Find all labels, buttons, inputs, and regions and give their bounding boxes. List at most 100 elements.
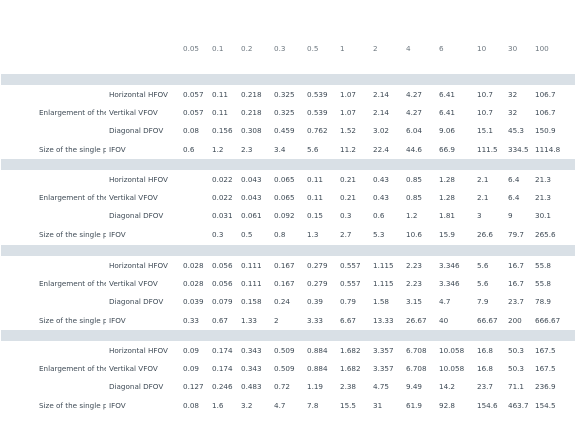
value-cell: 4.27 [403,103,437,122]
value-cell: 61.9 [403,396,437,415]
value-cell: 0.557 [337,256,371,275]
value-cell: 0.325 [271,85,305,104]
distance-value: 10 [474,24,506,74]
value-cell: 16.7 [505,274,533,293]
value-cell: 0.08 [180,121,210,141]
value-cell: 0.21 [337,188,371,207]
value-cell: 31 [370,396,404,415]
optic-header: Optic [0,0,37,74]
value-cell: 666.67 [531,311,576,330]
value-cell: 1.2 [209,140,239,159]
value-cell: 16.8 [474,341,506,360]
table-row: 30°Enlargement of the total measuring fi… [0,256,576,330]
value-cell: 0.308 [238,121,272,141]
value-cell: 1.28 [436,170,475,189]
value-cell: 7.9 [474,292,506,312]
distance-value: 0.5 [304,24,338,74]
value-cell: 0.279 [304,274,338,293]
table-row: Size of the single pixelIFOV0.61.22.33.4… [1,140,576,159]
value-cell: 5.6 [474,256,506,275]
table-row: 12°Enlargement of the total measuring fi… [0,170,576,245]
value-cell: 0.3 [209,225,239,245]
distance-value: 4 [403,24,437,74]
table-row: Size of the single pixelIFOV0.330.671.33… [1,311,576,330]
value-cell: 0.167 [271,256,305,275]
value-cell: 3 [474,206,506,226]
value-cell: 0.246 [209,377,239,397]
value-cell: 0.057 [180,85,210,104]
row-label: Diagonal DFOV [106,377,181,397]
value-cell: 0.092 [271,206,305,226]
value-cell: 0.79 [337,292,371,312]
group-spacer [0,244,576,257]
value-cell: 32 [505,85,533,104]
value-cell: 3.346 [436,274,475,293]
value-cell: 0.043 [238,170,272,189]
value-cell: 2.14 [370,103,404,122]
row-label: Horizontal HFOV [106,341,181,360]
value-cell: 9.49 [403,377,437,397]
value-cell: 50.3 [505,359,533,378]
group-spacer [0,73,576,86]
value-cell: 1.682 [337,341,371,360]
row-label: Vertikal VFOV [106,188,181,207]
pixel-size-label: Size of the single pixel [36,396,107,415]
value-cell: 71.1 [505,377,533,397]
pixel-size-label: Size of the single pixel [36,311,107,330]
value-cell: 55.8 [531,274,576,293]
value-cell: 0.056 [209,274,239,293]
value-cell: 4.7 [271,396,305,415]
value-cell: 23.7 [505,292,533,312]
value-cell: 0.43 [370,170,404,189]
value-cell: 0.5 [238,225,272,245]
value-cell: 26.6 [474,225,506,245]
distance-value: 100 [531,24,576,74]
value-cell: 3.33 [304,311,338,330]
header-row: Optic Distance to measurement object [m] [0,0,576,74]
value-cell: 1.33 [238,311,272,330]
value-cell: 0.67 [209,311,239,330]
value-cell: 1.58 [370,292,404,312]
value-cell: 4.27 [403,85,437,104]
value-cell: 5.6 [474,274,506,293]
spacer-cell [0,329,576,342]
value-cell: 0.24 [271,292,305,312]
value-cell [180,225,210,245]
table-row: Diagonal DFOV 0.031 0.061 0.092 0.15 0.3 0.6 1.… [1,206,576,226]
table-row: Size of the single pixelIFOV 0.30.50.81.3… [1,225,576,245]
value-cell: 0.43 [370,188,404,207]
distance-value: 6 [436,24,475,74]
distance-value: 0.3 [271,24,305,74]
value-cell: 0.8 [271,225,305,245]
value-cell: 0.028 [180,256,210,275]
spacer-cell [0,244,576,257]
enlargement-label: Enlargement of the total measuring field… [36,256,107,312]
value-cell: 0.39 [304,292,338,312]
value-cell: 78.9 [531,292,576,312]
distance-value: 2 [370,24,404,74]
value-cell: 0.884 [304,359,338,378]
value-cell: 4.75 [370,377,404,397]
value-cell: 0.11 [209,103,239,122]
value-cell: 463.7 [505,396,533,415]
value-cell: 0.022 [209,188,239,207]
table-row: Vertikal VFOV 0.057 0.11 0.218 0.325 0.539 1.0… [1,103,576,122]
distance-value: 0.05 [180,24,210,74]
value-cell: 1.2 [403,206,437,226]
pixel-size-label: Size of the single pixel [36,225,107,245]
value-cell: 0.174 [209,341,239,360]
value-cell: 0.325 [271,103,305,122]
value-cell: 32 [505,103,533,122]
value-cell: 0.33 [180,311,210,330]
value-cell: 0.08 [180,396,210,415]
value-cell: 0.111 [238,274,272,293]
value-cell: 4.7 [436,292,475,312]
value-cell: 0.85 [403,188,437,207]
value-cell: 10.7 [474,85,506,104]
table-row: Vertikal VFOV 0.09 0.174 0.343 0.509 0.884 1.6… [1,359,576,378]
distance-value: 0.2 [238,24,272,74]
spacer-cell [0,73,576,86]
table-row: 80°Enlargement of the total measuring fi… [0,341,576,415]
value-cell: 1.682 [337,359,371,378]
table-row: Diagonal DFOV 0.08 0.156 0.308 0.459 0.762 1.5… [1,121,576,141]
